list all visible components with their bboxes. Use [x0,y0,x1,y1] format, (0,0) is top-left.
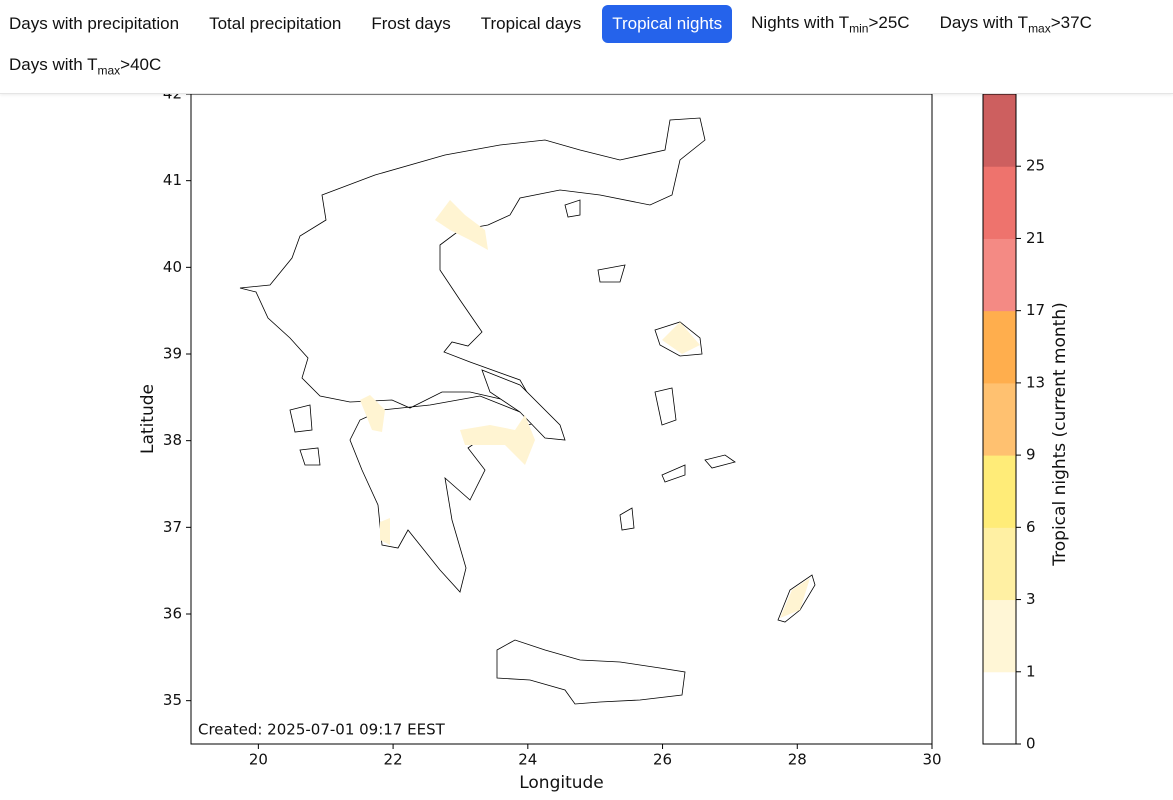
crete [496,639,686,705]
x-tick-label: 28 [788,751,807,769]
tab-text: Nights with T [751,13,850,32]
subscript: min [849,21,869,36]
limnos [597,264,626,283]
kefalonia [289,404,313,433]
colorbar-tick-label: 17 [1026,301,1045,319]
colorbar-segment [983,455,1016,528]
tab[interactable]: Nights with Tmin>25C [742,5,924,43]
thasos [564,199,581,218]
tab[interactable]: Frost days [362,5,465,43]
y-tick-label: 39 [163,345,182,363]
tab-text: >40C [120,55,162,75]
warm-area [435,200,488,250]
tab-text: Tropical days [480,14,582,34]
naxos [619,507,635,531]
x-axis-label: Longitude [519,773,604,793]
colorbar-segment [983,671,1016,745]
y-tick-label: 38 [163,431,182,449]
tab-text: >25C [868,13,910,32]
colorbar-tick-label: 25 [1026,157,1045,175]
tab-text: Days with precipitation [9,14,180,34]
evia [481,369,566,441]
colorbar-tick-label: 9 [1026,446,1036,464]
warm-area [662,322,700,354]
tab-text: Total precipitation [209,14,342,34]
tab[interactable]: Tropical nights [602,5,733,44]
tab-text: Days with T [9,55,98,75]
colorbar-segment [983,238,1016,312]
colorbar-segment [983,310,1016,384]
colorbar-tick-label: 3 [1026,590,1036,608]
subscript: max [97,63,121,78]
y-axis-label: Latitude [138,384,158,454]
x-tick-label: 26 [653,751,672,769]
colorbar-tick-label: 13 [1026,373,1045,391]
colorbar-segment [983,382,1016,456]
x-tick-label: 20 [249,751,268,769]
colorbar-label: Tropical nights (current month) [1050,302,1070,566]
samos [704,454,736,469]
map-outline [239,117,816,705]
tab[interactable]: Days with Tmax>37C [931,5,1107,43]
colorbar-segment [983,527,1016,601]
warm-area [460,415,535,465]
tab[interactable]: Total precipitation [200,5,356,43]
tab-text: Tropical nights [612,14,723,34]
tab-text: Days with T [939,13,1029,32]
created-note: Created: 2025-07-01 09:17 EEST [198,721,446,739]
zakynthos [299,447,321,466]
colorbar-tick-label: 1 [1026,662,1036,680]
warm-area [380,518,390,545]
plot-frame [190,93,933,745]
y-tick-label: 36 [163,605,182,623]
header: Days with precipitation Total precipitati… [0,0,1173,94]
colorbar-tick-label: 21 [1026,229,1045,247]
tab-bar: Days with precipitation Total precipitati… [0,0,1173,86]
warm-area [360,395,385,432]
tab[interactable]: Days with Tmax>40C [0,47,176,85]
x-tick-label: 30 [922,751,941,769]
y-tick-label: 35 [163,691,182,709]
x-tick-label: 24 [518,751,537,769]
colorbar-segment [983,599,1016,673]
colorbar-segment [983,166,1016,239]
mainland [239,117,706,593]
colorbar-tick-label: 6 [1026,518,1036,536]
tab-text: Frost days [371,14,451,34]
tab-text: >37C [1050,13,1092,32]
y-tick-label: 37 [163,518,182,536]
tab[interactable]: Tropical days [472,5,596,43]
warm-area [780,578,810,618]
ikaria [661,464,686,483]
colorbar-tick-label: 0 [1026,735,1036,753]
y-tick-label: 41 [163,171,182,189]
subscript: max [1028,21,1051,36]
colorbar-frame [982,93,1017,745]
x-tick-label: 22 [384,751,403,769]
tab[interactable]: Days with precipitation [0,5,194,43]
colorbar-segment [983,94,1016,167]
chios [654,387,677,426]
y-tick-label: 40 [163,258,182,276]
